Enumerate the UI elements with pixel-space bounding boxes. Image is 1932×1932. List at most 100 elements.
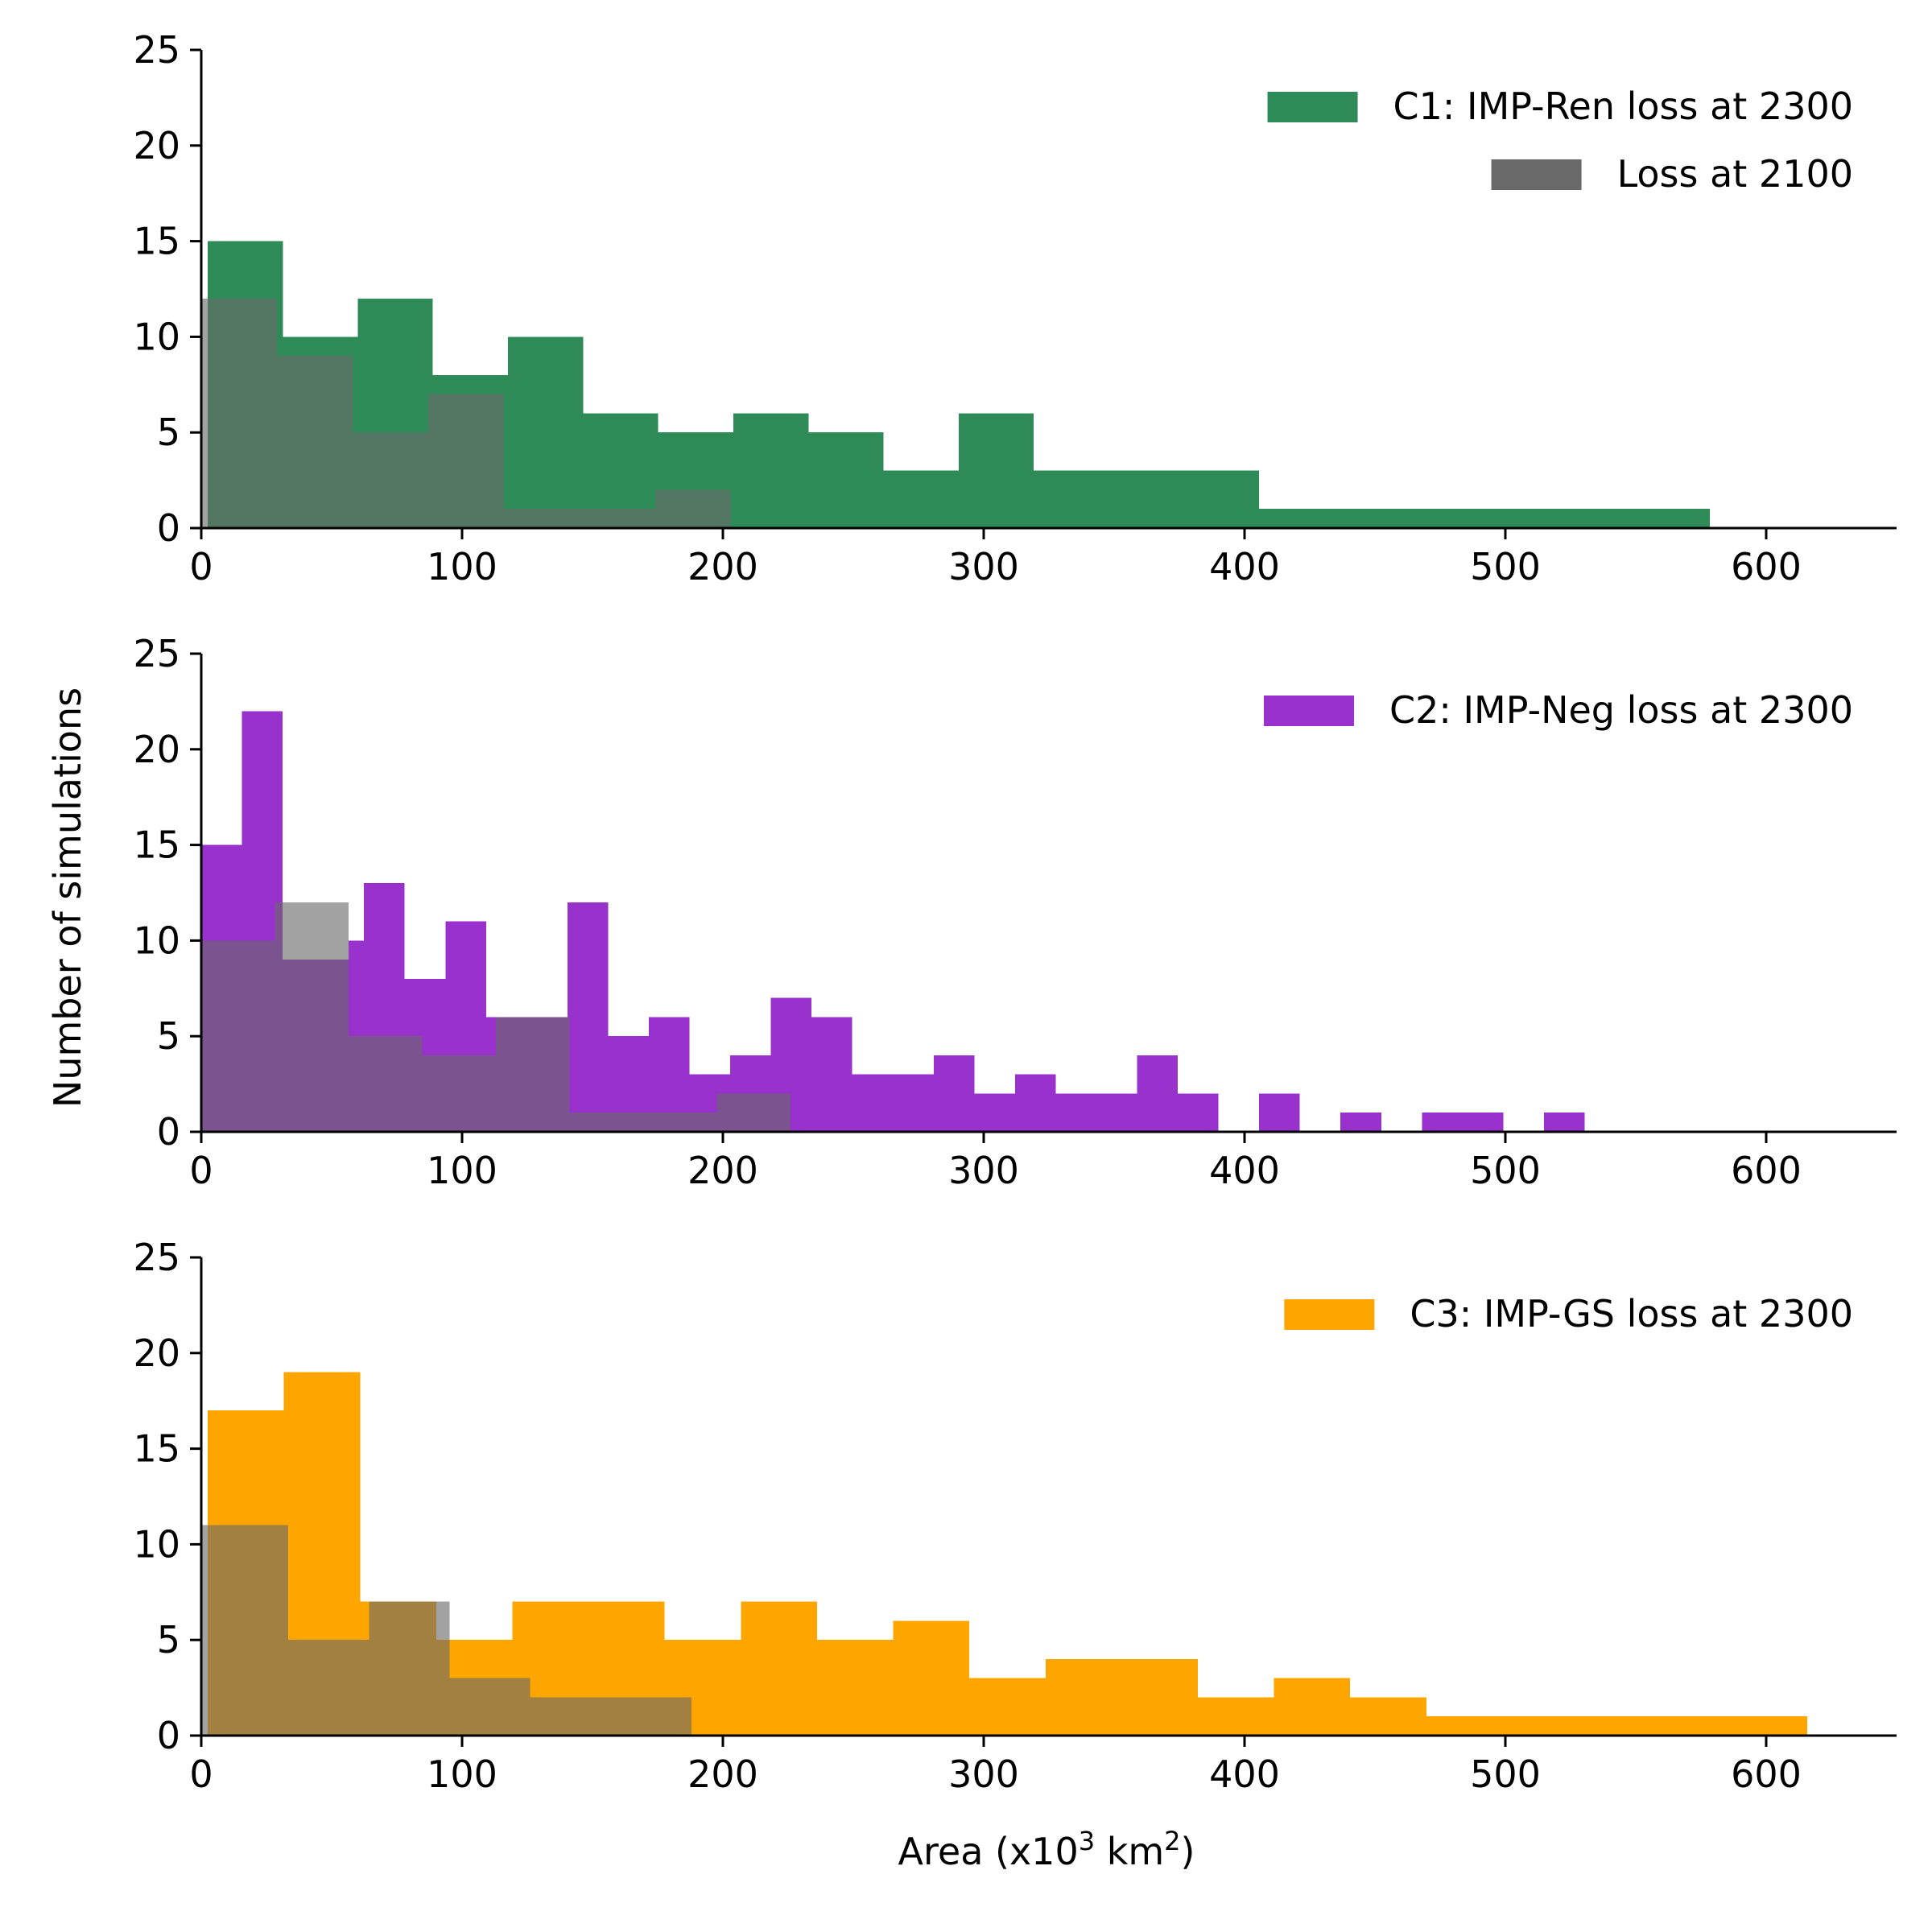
bar-1-2-4	[352, 432, 428, 528]
y-tick-label-2-1: 0	[157, 1110, 180, 1154]
y-tick-label-1-2: 5	[157, 411, 180, 454]
bar-1-1-19	[1559, 509, 1635, 528]
bar-1-1-8	[733, 413, 809, 528]
bar-3-1-15	[1274, 1678, 1351, 1736]
legend-swatch-1-2	[1491, 159, 1582, 190]
series-3-2	[201, 1525, 691, 1736]
bar-2-1-11	[567, 902, 609, 1132]
series-1-2	[201, 298, 731, 528]
x-tick-label-3-6: 500	[1470, 1752, 1541, 1796]
bar-2-1-30	[1462, 1113, 1504, 1132]
bar-2-1-24	[1096, 1093, 1137, 1132]
x-tick-label-3-3: 200	[687, 1752, 758, 1796]
bar-3-2-6	[530, 1697, 611, 1736]
legend-label-3-1: C3: IMP-GS loss at 2300	[1410, 1292, 1853, 1335]
y-tick-label-1-3: 10	[133, 315, 180, 358]
bar-3-1-18	[1502, 1716, 1579, 1736]
y-tick-label-1-1: 0	[157, 506, 180, 550]
bar-1-1-11	[958, 413, 1034, 528]
bar-2-2-2	[275, 902, 349, 1132]
bar-2-1-23	[1055, 1093, 1096, 1132]
y-tick-label-2-5: 20	[133, 728, 180, 771]
bar-2-2-7	[642, 1113, 717, 1132]
bar-3-2-7	[610, 1697, 691, 1736]
bar-1-1-9	[808, 432, 884, 528]
x-tick-label-1-6: 500	[1470, 545, 1541, 588]
y-tick-label-1-6: 25	[133, 28, 180, 72]
x-tick-label-2-7: 600	[1731, 1149, 1802, 1192]
x-tick-label-1-3: 200	[687, 545, 758, 588]
legend-label-1-2: Loss at 2100	[1617, 152, 1853, 196]
bar-2-1-31	[1543, 1113, 1585, 1132]
y-tick-label-2-4: 15	[133, 824, 180, 867]
bar-1-1-5	[508, 336, 584, 528]
bar-2-2-3	[349, 1036, 423, 1132]
bar-3-1-8	[741, 1601, 817, 1736]
y-tick-label-3-1: 0	[157, 1714, 180, 1757]
legend-3: C3: IMP-GS loss at 2300	[1284, 1292, 1853, 1335]
x-tick-label-1-7: 600	[1731, 545, 1802, 588]
bar-3-1-9	[816, 1640, 894, 1736]
legend-swatch-2-1	[1263, 696, 1354, 726]
bar-1-1-13	[1108, 470, 1184, 528]
bar-3-1-16	[1350, 1697, 1426, 1736]
y-tick-label-3-6: 25	[133, 1236, 180, 1279]
x-tick-label-1-5: 400	[1209, 545, 1280, 588]
y-tick-label-3-5: 20	[133, 1331, 180, 1375]
bar-3-1-13	[1121, 1658, 1199, 1736]
bar-2-2-5	[496, 1017, 570, 1132]
x-tick-label-1-4: 300	[948, 545, 1019, 588]
legend-2: C2: IMP-Neg loss at 2300	[1263, 688, 1853, 732]
bar-3-1-10	[893, 1620, 970, 1736]
bar-2-1-22	[1014, 1074, 1056, 1132]
legend-swatch-3-1	[1284, 1299, 1375, 1330]
x-axis-label: Area (x103 km2)	[898, 1826, 1195, 1873]
bar-3-1-14	[1198, 1697, 1274, 1736]
bar-3-1-20	[1654, 1716, 1732, 1736]
x-tick-label-2-5: 400	[1209, 1149, 1280, 1192]
bar-1-2-1	[201, 298, 208, 528]
bar-3-2-4	[369, 1601, 450, 1736]
x-tick-label-1-1: 0	[189, 545, 213, 588]
bar-3-2-3	[288, 1640, 369, 1736]
bar-1-2-8	[654, 489, 731, 528]
bar-1-2-7	[579, 509, 655, 528]
x-tick-label-3-7: 600	[1731, 1752, 1802, 1796]
bar-1-1-17	[1409, 509, 1485, 528]
bar-2-1-29	[1422, 1113, 1463, 1132]
y-tick-label-3-3: 10	[133, 1522, 180, 1566]
y-axis-label: Number of simulations	[46, 687, 89, 1108]
y-tick-label-3-2: 5	[157, 1618, 180, 1662]
bar-3-1-17	[1426, 1716, 1503, 1736]
legend-1: C1: IMP-Ren loss at 2300 Loss at 2100	[1267, 85, 1853, 196]
x-tick-label-2-4: 300	[948, 1149, 1019, 1192]
bar-3-1-11	[969, 1678, 1046, 1736]
y-tick-label-3-4: 15	[133, 1427, 180, 1471]
legend-swatch-1-1	[1267, 92, 1358, 122]
legend-label-1-1: C1: IMP-Ren loss at 2300	[1393, 85, 1853, 128]
bar-2-1-20	[933, 1055, 975, 1132]
y-tick-label-1-5: 20	[133, 124, 180, 167]
bar-2-1-19	[893, 1074, 934, 1132]
y-tick-label-2-3: 10	[133, 919, 180, 962]
x-tick-label-2-3: 200	[687, 1149, 758, 1192]
bar-1-1-20	[1634, 509, 1711, 528]
bar-3-1-12	[1045, 1658, 1122, 1736]
y-tick-label-1-4: 15	[133, 220, 180, 263]
bar-2-1-27	[1259, 1093, 1300, 1132]
bar-1-1-10	[883, 470, 959, 528]
bar-1-1-14	[1183, 470, 1260, 528]
bar-2-1-26	[1178, 1093, 1219, 1132]
bar-1-1-16	[1334, 509, 1410, 528]
panel-2: 0 100 200 300 400 500 600 0 5 10 15 20 25 C2: IMP-Neg…	[133, 632, 1897, 1192]
bar-1-1-12	[1034, 470, 1109, 528]
y-tick-label-2-6: 25	[133, 632, 180, 675]
bar-3-2-2	[208, 1525, 289, 1736]
bar-3-1-19	[1579, 1716, 1655, 1736]
x-tick-label-3-1: 0	[189, 1752, 213, 1796]
bar-2-2-1	[201, 940, 275, 1132]
bar-3-1-21	[1731, 1716, 1807, 1736]
bar-2-2-4	[422, 1055, 497, 1132]
x-tick-label-2-1: 0	[189, 1149, 213, 1192]
